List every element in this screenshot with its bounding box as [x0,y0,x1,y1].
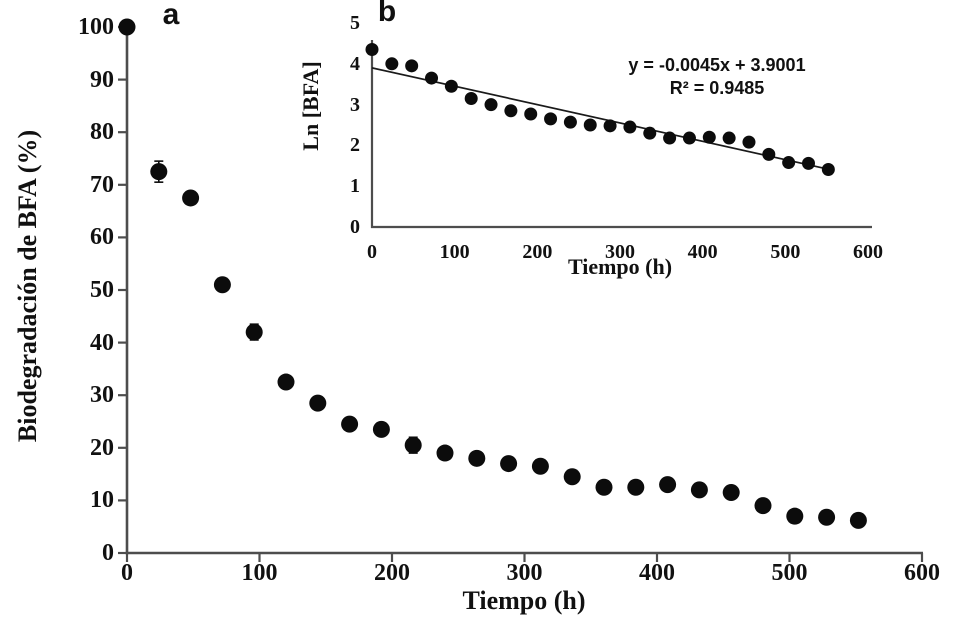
inset-x-tick-label: 100 [439,241,470,263]
data-point-main [341,415,359,433]
data-point-main [468,449,486,467]
data-point-inset [762,147,776,161]
data-point-inset [544,112,558,126]
data-point-inset [464,91,478,105]
inset-x-tick-label: 600 [853,241,884,263]
main-y-axis-title: Biodegradación de BFA (%) [13,129,42,443]
data-point-inset [405,59,419,73]
data-point-inset [663,131,677,145]
data-point-inset [385,57,399,71]
data-point-inset [484,98,498,112]
data-point-inset [623,120,637,134]
data-point-inset [563,115,577,129]
main-x-tick-label: 0 [121,560,133,586]
inset-scatter-plot [365,40,872,229]
data-point-main [563,468,581,486]
inset-x-tick-label: 500 [770,241,801,263]
inset-y-tick-label: 3 [350,93,360,116]
data-point-main [754,497,772,515]
data-point-inset [643,126,657,140]
inset-y-tick-label: 5 [350,12,360,34]
data-point-main [531,457,549,475]
main-y-tick-label: 40 [90,329,114,356]
data-point-main [150,163,168,181]
data-point-inset [425,71,439,85]
main-x-tick-label: 200 [374,560,410,586]
main-y-tick-label: 50 [90,277,114,303]
trendline-equation: y = -0.0045x + 3.9001 [628,55,806,75]
data-point-main [277,373,295,391]
inset-y-tick-label: 0 [350,216,360,238]
main-x-axis-title: Tiempo (h) [462,586,586,615]
data-point-inset [365,43,379,57]
main-x-tick-label: 100 [241,560,278,586]
data-point-inset [603,119,617,133]
data-point-main [245,323,263,341]
main-y-tick-label: 100 [78,14,114,40]
data-point-main [309,394,327,412]
main-y-tick-label: 0 [102,540,114,566]
data-point-inset [682,131,696,145]
data-point-main [595,478,613,496]
panel-b-label: b [377,0,397,28]
data-point-main [436,444,454,462]
data-point-inset [583,118,597,132]
inset-x-tick-label: 0 [367,241,377,263]
main-y-tick-label: 70 [90,171,114,198]
inset-y-tick-label: 4 [350,52,360,75]
data-point-main [659,476,677,494]
data-point-inset [524,107,538,121]
main-x-tick-label: 300 [506,560,543,586]
inset-x-tick-label: 300 [605,241,635,263]
data-point-inset [782,156,796,170]
main-x-tick-label: 500 [771,560,808,586]
inset-x-axis-title: Tiempo (h) [567,254,673,279]
main-y-tick-label: 20 [90,434,114,461]
main-y-tick-label: 10 [90,487,114,514]
inset-x-tick-label: 200 [522,241,553,263]
inset-y-tick-label: 1 [350,175,360,198]
data-point-inset [702,130,716,144]
data-point-inset [722,131,736,145]
data-point-main [118,18,136,36]
main-y-tick-label: 90 [90,66,114,93]
inset-x-tick-label: 400 [687,241,718,263]
data-point-main [786,507,804,525]
data-point-main [404,436,422,454]
main-y-tick-label: 60 [90,224,114,251]
data-point-inset [742,135,756,149]
panel-a-label: a [162,0,180,31]
data-point-inset [821,162,835,176]
inset-y-tick-label: 2 [350,134,360,157]
main-y-tick-label: 80 [90,119,114,146]
data-point-main [372,420,390,438]
data-point-main [818,508,836,526]
trendline-r-squared: R² = 0.9485 [669,78,765,98]
data-point-main [182,189,200,207]
data-point-inset [801,156,815,170]
data-point-main [849,511,867,529]
data-point-inset [504,104,518,118]
main-x-tick-label: 400 [639,560,675,586]
data-point-main [627,478,645,496]
main-x-tick-label: 600 [904,560,940,586]
data-point-main [690,481,708,499]
data-point-main [500,455,518,473]
main-y-tick-label: 30 [90,382,114,409]
data-point-main [722,484,740,502]
main-scatter-plot [118,18,924,562]
data-point-main [213,276,231,294]
data-point-inset [444,79,458,93]
